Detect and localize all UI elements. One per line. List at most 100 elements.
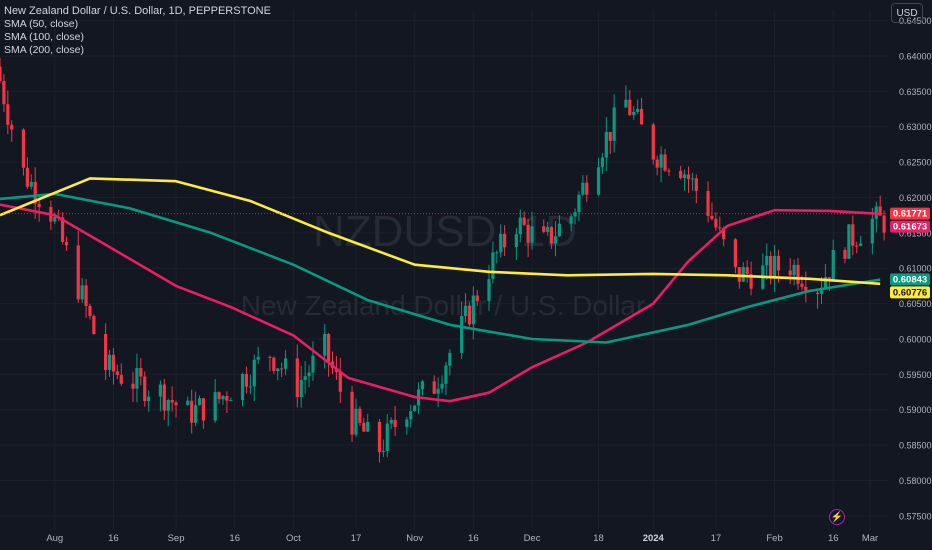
candle: [581, 175, 585, 197]
candle-body: [636, 108, 640, 112]
candle: [115, 364, 119, 380]
candle: [600, 152, 605, 175]
candle: [765, 243, 769, 280]
candle-body: [2, 81, 6, 105]
candle-body: [471, 295, 475, 325]
candle-body: [733, 239, 738, 268]
candle: [788, 258, 792, 285]
candle: [475, 289, 479, 307]
candle: [573, 208, 577, 225]
candle: [213, 378, 217, 423]
candle-body: [706, 191, 710, 216]
sma-lines: [0, 177, 881, 403]
legend-sma200[interactable]: SMA (200, close): [4, 44, 84, 56]
candle: [491, 241, 495, 284]
candle-body: [29, 181, 33, 187]
symbol-watermark: NZDUSD, 1D New Zealand Dollar / U.S. Dol…: [241, 207, 646, 321]
candle: [256, 346, 260, 364]
x-tick-label: Mar: [862, 533, 878, 544]
candle-body: [604, 131, 608, 158]
candle: [60, 212, 65, 245]
candle-body: [111, 354, 116, 372]
candle-body: [749, 273, 753, 289]
candle: [772, 245, 777, 292]
candle: [354, 398, 358, 438]
candle-body: [514, 234, 518, 248]
candle: [495, 250, 499, 264]
candle: [503, 225, 507, 257]
candle-body: [475, 295, 479, 302]
candle: [25, 157, 29, 190]
candle-body: [64, 241, 69, 246]
candle: [326, 332, 331, 377]
y-tick-label: 0.61500: [899, 228, 932, 238]
candle: [804, 271, 808, 303]
candle-body: [526, 224, 530, 243]
candle: [330, 351, 335, 375]
y-tick-label: 0.63500: [899, 87, 932, 97]
candle: [460, 301, 464, 359]
candle-body: [389, 419, 393, 424]
candle-body: [33, 181, 37, 204]
candle-body: [244, 373, 249, 387]
candle-body: [503, 233, 507, 248]
legend-sma50[interactable]: SMA (50, close): [4, 18, 79, 30]
candle: [819, 276, 824, 304]
x-tick-label: 16: [468, 533, 479, 544]
candle: [413, 405, 417, 413]
currency-button[interactable]: USD: [891, 3, 923, 23]
candle-body: [608, 131, 612, 141]
candle-body: [843, 249, 847, 259]
candle: [186, 396, 190, 406]
candle: [362, 417, 366, 432]
candle: [624, 85, 628, 108]
candle: [440, 375, 444, 394]
candle: [436, 377, 440, 408]
candle: [135, 353, 139, 403]
candle: [557, 215, 562, 238]
lightning-icon[interactable]: ⚡: [829, 509, 845, 525]
candle: [518, 209, 522, 243]
chart-legend: New Zealand Dollar / U.S. Dollar, 1D, PE…: [4, 5, 271, 57]
candle: [549, 226, 554, 250]
candle: [792, 259, 796, 286]
y-tick-label: 0.57500: [899, 511, 932, 521]
price-label-box: [890, 273, 930, 286]
candle: [174, 400, 178, 418]
candle: [131, 371, 135, 403]
candle: [88, 303, 92, 320]
watermark-name: New Zealand Dollar / U.S. Dollar: [241, 290, 646, 321]
candle: [197, 395, 202, 406]
candle-body: [252, 359, 256, 387]
candle: [158, 380, 162, 412]
candle-body: [307, 372, 311, 377]
candle-body: [679, 170, 683, 178]
price-label-box: [890, 220, 930, 233]
candle-body: [221, 395, 225, 400]
candle-body: [694, 178, 698, 192]
candle-body: [186, 400, 190, 406]
candle: [76, 230, 80, 304]
y-tick-label: 0.59000: [899, 405, 932, 415]
x-tick-label: Nov: [406, 533, 423, 544]
candle-body: [25, 167, 29, 187]
candle: [596, 157, 601, 197]
candle-body: [80, 285, 84, 300]
candle-body: [585, 182, 589, 195]
x-tick-label: Feb: [766, 533, 782, 544]
candle-body: [107, 354, 112, 371]
x-tick-label: 17: [351, 533, 362, 544]
candle-body: [624, 99, 628, 108]
price-label-box: [890, 286, 930, 299]
candle-body: [769, 255, 773, 279]
legend-sma100[interactable]: SMA (100, close): [4, 31, 84, 43]
candle-body: [268, 356, 272, 358]
price-label: 0.60843: [890, 273, 930, 286]
candle: [796, 257, 800, 290]
candle-body: [393, 419, 397, 428]
candle: [268, 355, 272, 372]
x-tick-label: 2024: [643, 533, 665, 544]
y-tick-label: 0.63000: [899, 122, 932, 132]
price-label-text: 0.60843: [893, 274, 927, 285]
